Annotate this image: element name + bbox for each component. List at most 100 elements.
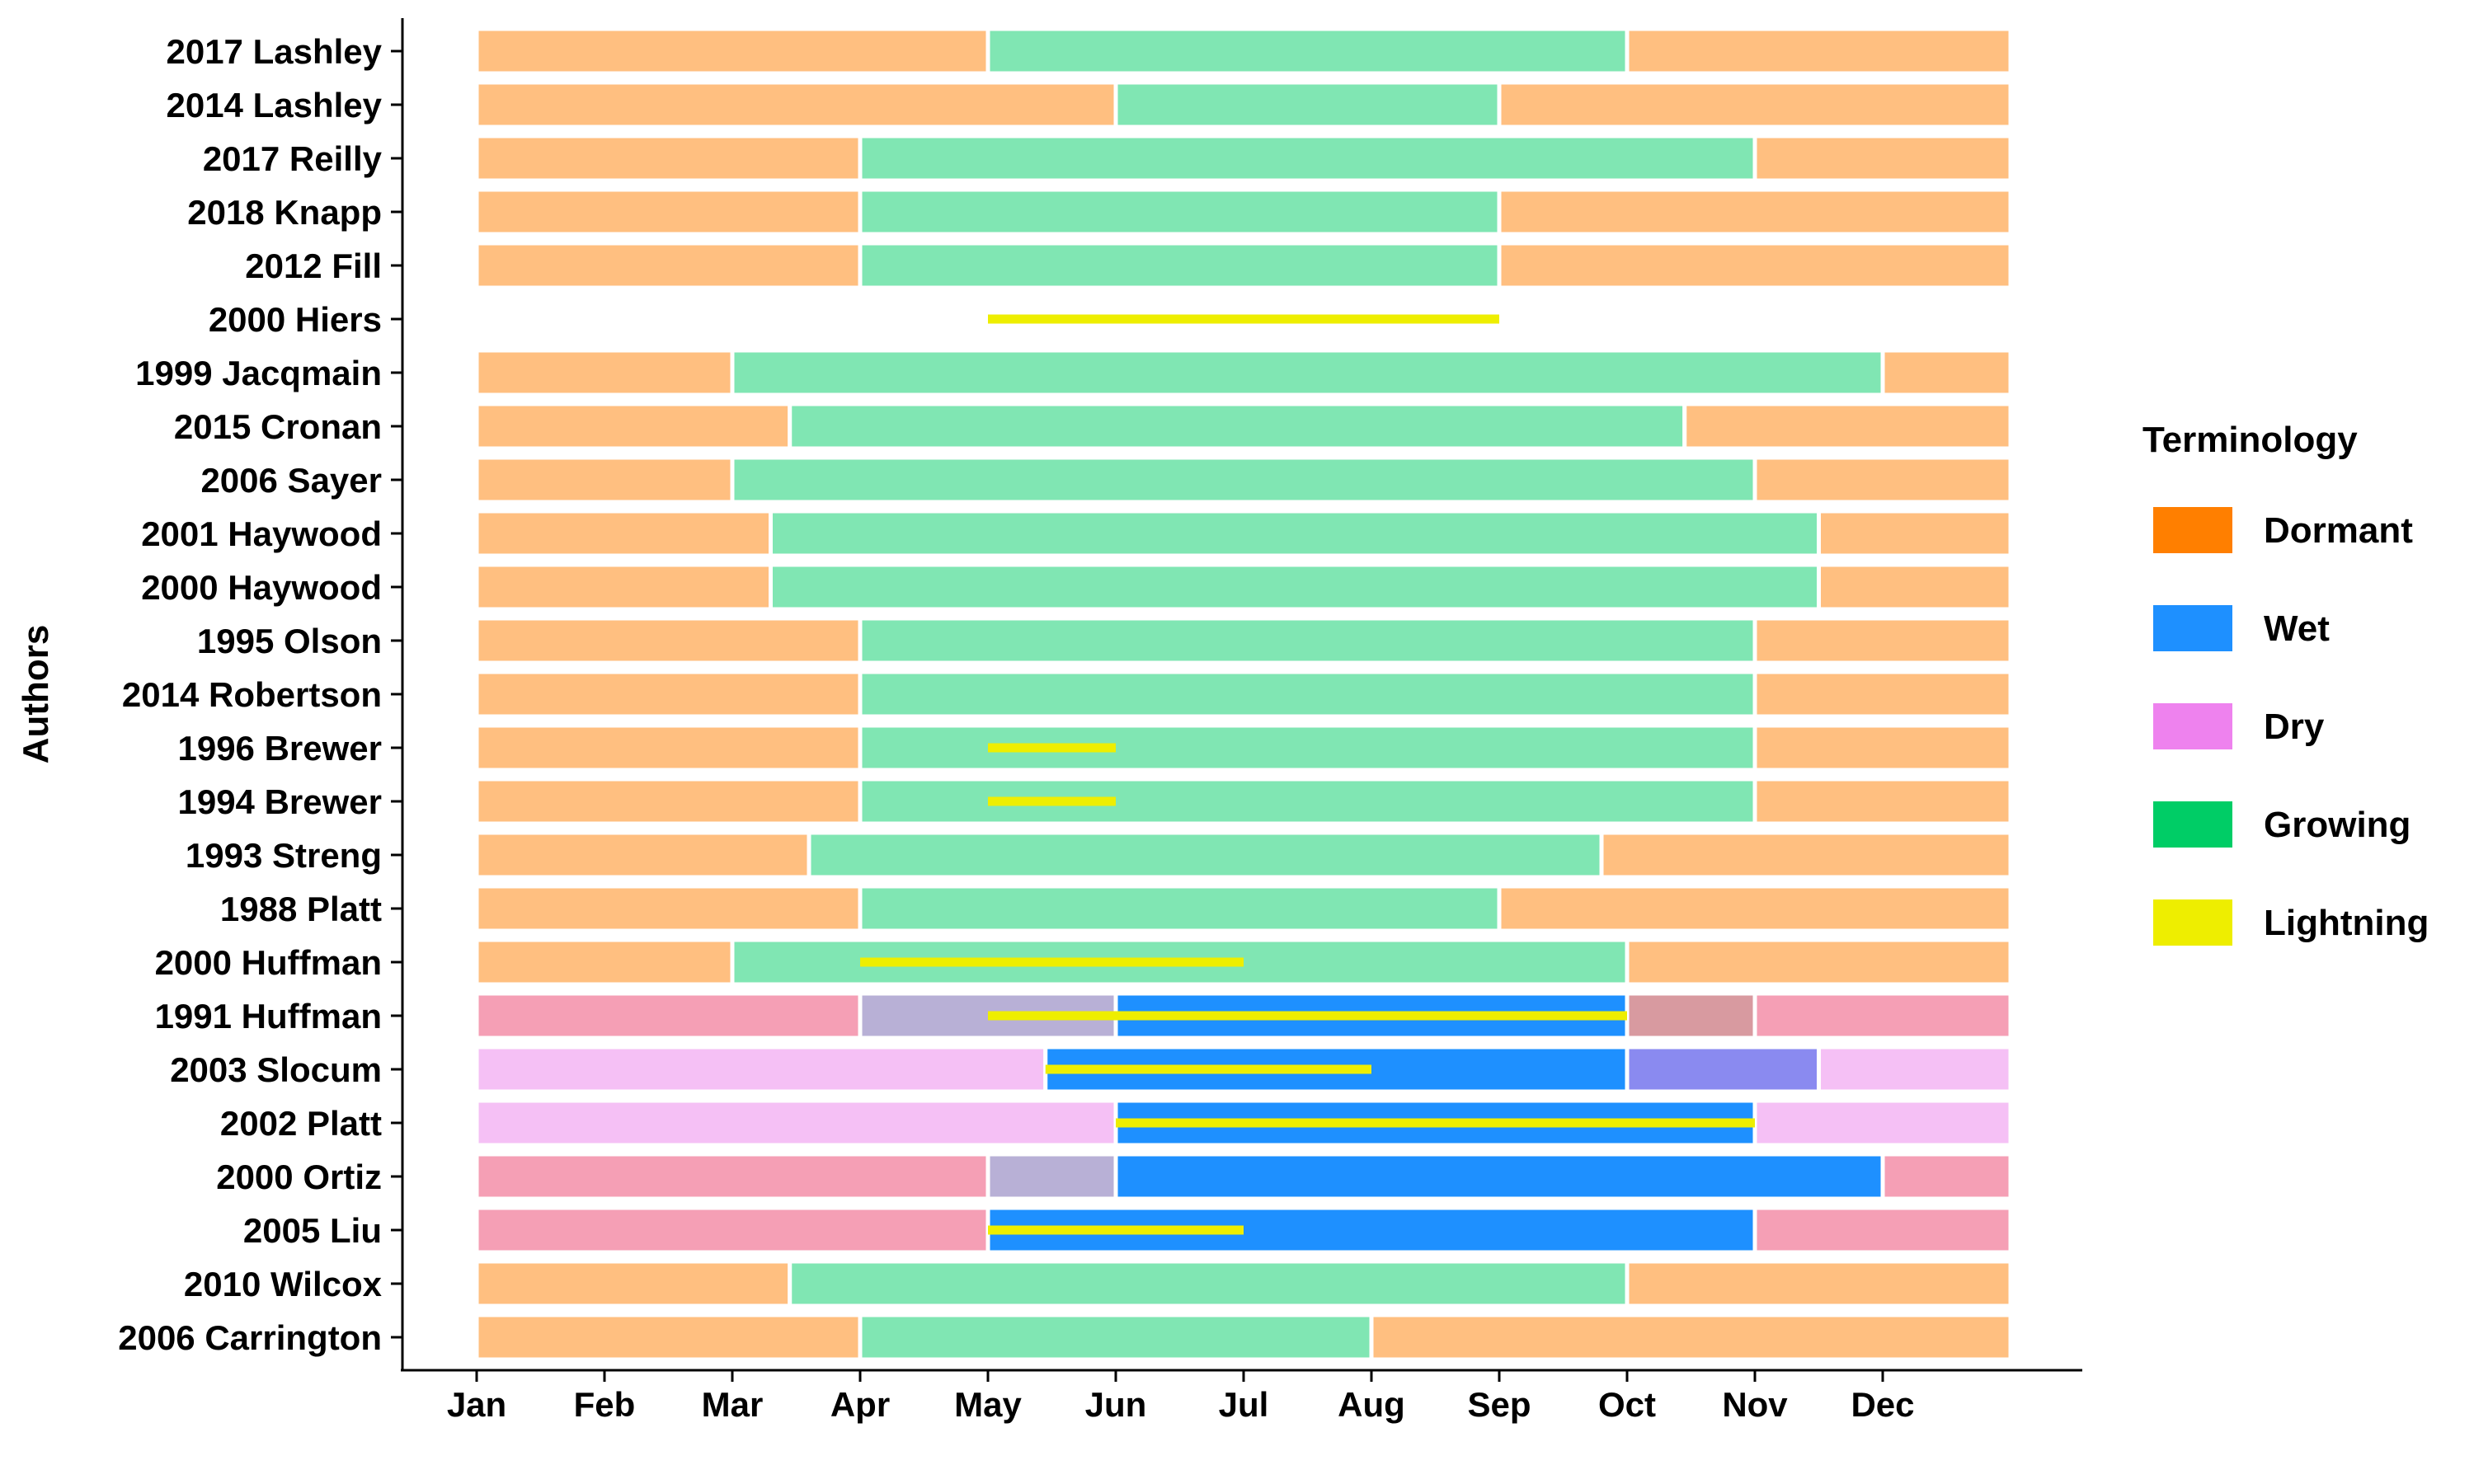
bar-segment [985,26,1630,76]
y-tick-label: 2002 Platt [220,1104,382,1143]
y-tick-label: 2010 Wilcox [184,1265,383,1303]
bar-segment [1497,884,2013,933]
y-tick-label: 1996 Brewer [177,729,382,768]
legend-swatch [2153,801,2232,848]
bar-segment [858,884,1502,933]
y-tick-label: 2006 Sayer [200,461,382,500]
bar-segment [769,509,1821,558]
legend-label: Lightning [2264,903,2429,943]
bar-segment [1599,830,2013,880]
x-tick-label: Nov [1722,1385,1788,1424]
bar-segment [1625,1045,1821,1094]
bar-segment [474,777,863,826]
bar-segment [1880,348,2013,397]
bar-segment [858,616,1757,665]
legend: Terminology Dormant Wet Dry Growing Lightnin… [2142,420,2429,946]
y-tick-label: 2014 Lashley [166,86,382,124]
x-tick-label: May [954,1385,1022,1424]
x-tick-label: Feb [574,1385,636,1424]
bar-segment [1497,187,2013,237]
bar-segment [1817,1045,2013,1094]
x-tick-label: Aug [1338,1385,1405,1424]
bar-segment [1625,991,1757,1040]
bar-segment [474,669,863,719]
bar-segment [1752,134,2013,183]
bar-segment [769,562,1821,612]
legend-label: Wet [2264,608,2330,649]
bar-segment [1625,26,2013,76]
bar-segment [1113,1152,1885,1201]
bar-segment [858,241,1502,290]
bar-segment [1625,937,2013,987]
x-tick-label: Jun [1085,1385,1147,1424]
y-tick-label: 2000 Haywood [141,568,382,607]
x-tick-label: Oct [1598,1385,1656,1424]
bar-segment [788,402,1687,451]
x-tick-label: Sep [1467,1385,1531,1424]
bar-segment [474,241,863,290]
bar-segment [858,134,1757,183]
legend-label: Dormant [2264,510,2413,551]
y-tick-label: 2015 Cronan [174,407,382,446]
bar-segment [1752,723,2013,773]
legend-title: Terminology [2142,420,2358,460]
bar-segment [858,1313,1374,1362]
bar-segment [474,616,863,665]
y-tick-label: 1993 Streng [186,836,382,875]
legend-label: Dry [2264,707,2325,747]
bar-segment [474,562,773,612]
y-tick-label: 2017 Lashley [166,32,382,71]
y-tick-label: 2001 Haywood [141,514,382,553]
legend-swatch [2153,605,2232,651]
bar-segment [474,509,773,558]
bar-segment [1497,241,2013,290]
bar-segment [730,455,1757,505]
bar-segment [1752,1098,2013,1148]
bar-segment [1880,1152,2013,1201]
bar-segment [474,830,811,880]
bar-segment [1369,1313,2013,1362]
x-tick-label: Jul [1219,1385,1269,1424]
bar-segment [1752,669,2013,719]
legend-swatch [2153,703,2232,749]
bar-segment [474,1045,1048,1094]
bar-segment [474,1313,863,1362]
bar-segment [858,187,1502,237]
bar-segment [1817,562,2013,612]
bar-segment [730,348,1885,397]
bar-segment [1817,509,2013,558]
bar-segment [474,187,863,237]
bar-segment [474,26,990,76]
bar-segment [858,669,1757,719]
y-tick-label: 1999 Jacqmain [135,354,382,392]
y-tick-label: 2000 Hiers [209,300,382,339]
bar-segment [474,991,863,1040]
legend-swatch [2153,899,2232,946]
y-tick-label: 1995 Olson [197,622,382,660]
y-tick-label: 2014 Robertson [122,675,382,714]
bar-segment [474,937,735,987]
bar-segment [1752,991,2013,1040]
bar-segment [1497,80,2013,129]
x-tick-label: Mar [702,1385,764,1424]
y-tick-label: 1994 Brewer [177,782,382,821]
bar-segment [474,884,863,933]
bar-segment [1752,455,2013,505]
x-tick-label: Jan [447,1385,506,1424]
x-tick-labels: Jan Feb Mar Apr May Jun Jul Aug Sep Oct Nov Dec [447,1385,1915,1424]
bar-segment [807,830,1604,880]
legend-label: Growing [2264,805,2411,845]
legend-swatch [2153,507,2232,553]
y-tick-label: 2000 Huffman [155,943,382,982]
x-tick-label: Apr [830,1385,890,1424]
bars-layer [474,26,2013,1362]
legend-entries: Dormant Wet Dry Growing Lightning [2153,507,2429,946]
bar-segment [474,80,1118,129]
axes [391,18,2082,1382]
y-tick-label: 1991 Huffman [155,997,382,1036]
y-tick-label: 1988 Platt [220,890,382,928]
bar-segment [474,1205,990,1255]
bar-segment [1752,777,2013,826]
bar-segment [1625,1259,2013,1308]
